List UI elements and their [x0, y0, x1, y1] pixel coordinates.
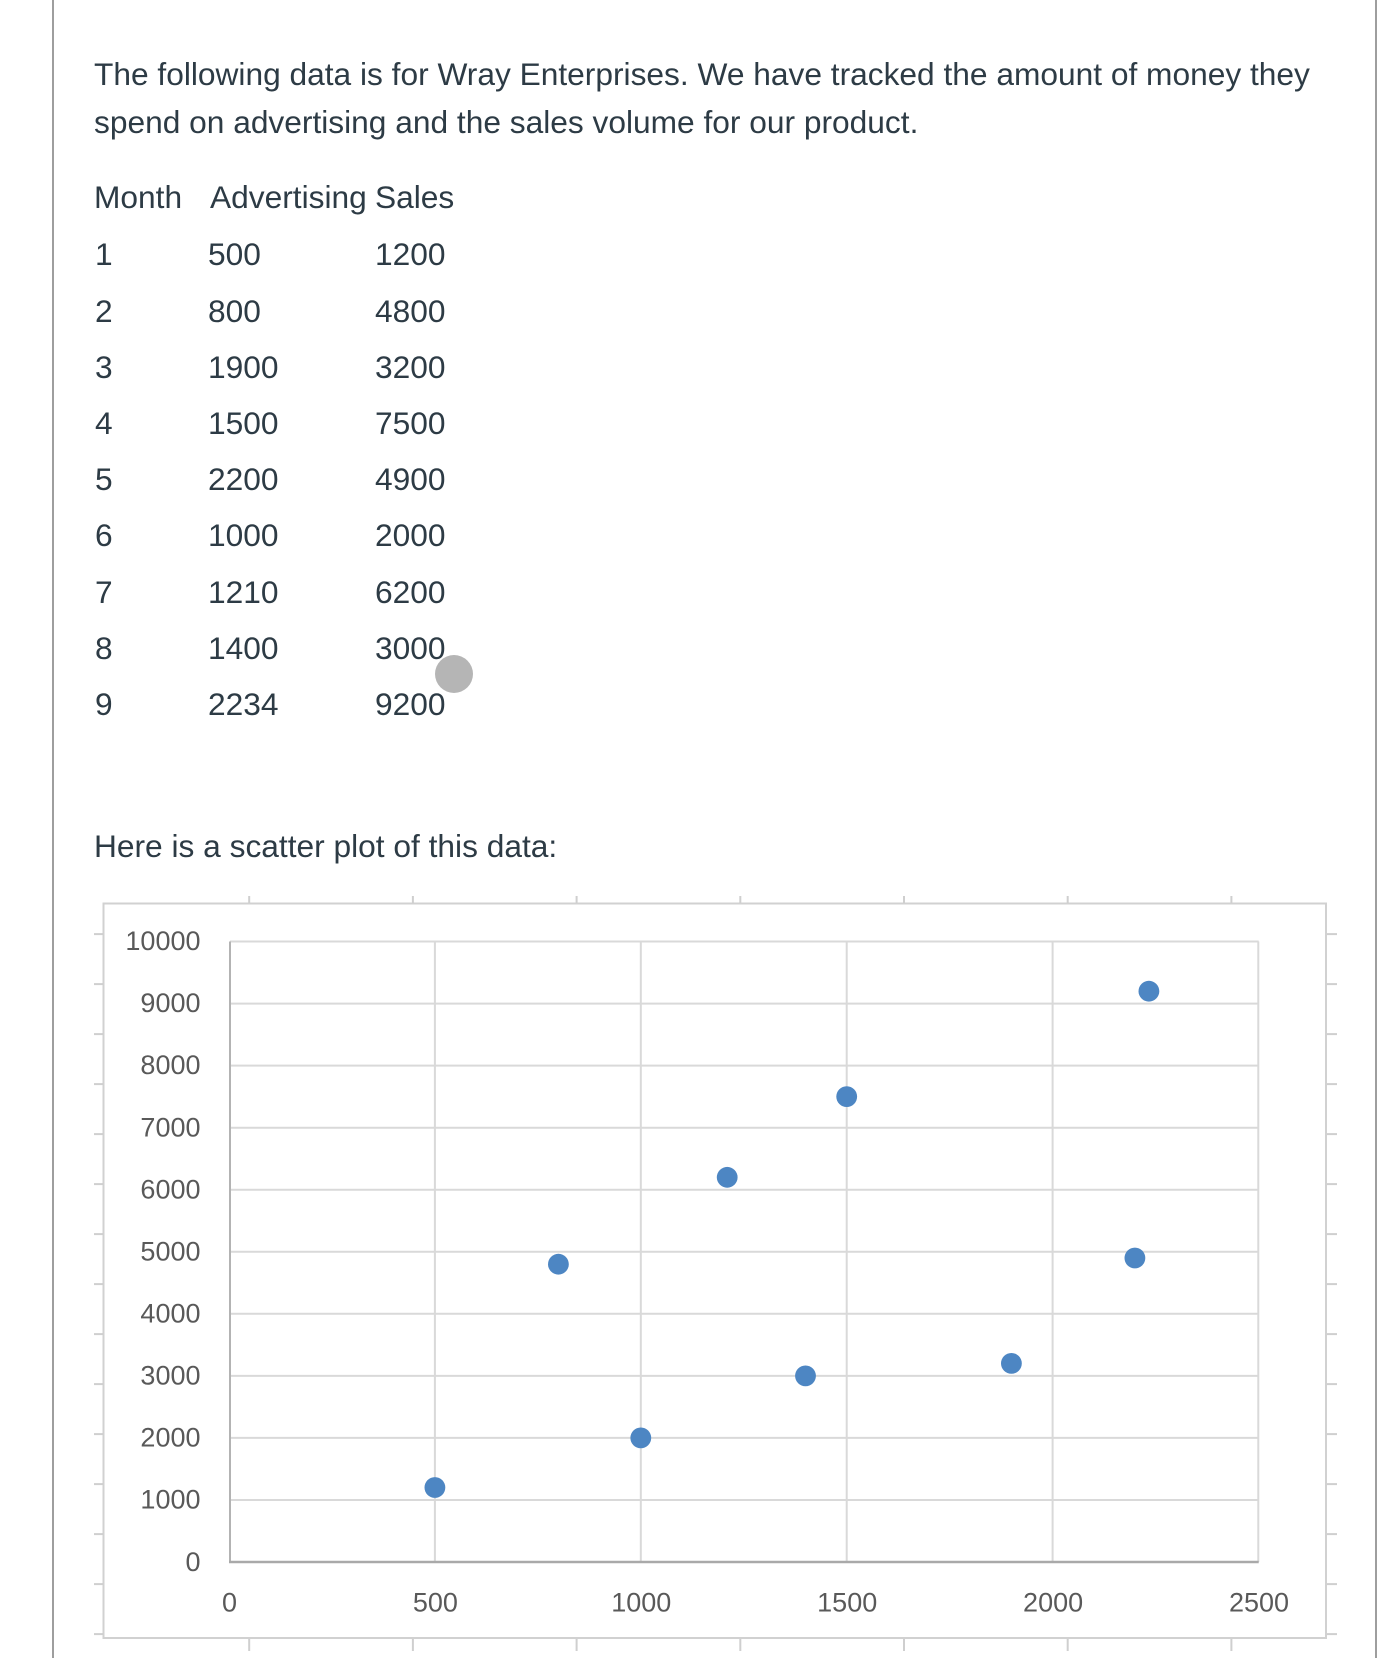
svg-text:7000: 7000 — [140, 1112, 200, 1142]
svg-text:2500: 2500 — [1229, 1588, 1289, 1618]
svg-text:2000: 2000 — [1023, 1588, 1083, 1618]
svg-text:8000: 8000 — [140, 1050, 200, 1080]
svg-text:4000: 4000 — [140, 1299, 200, 1329]
svg-text:3000: 3000 — [140, 1361, 200, 1391]
svg-text:1000: 1000 — [611, 1588, 671, 1618]
svg-text:1500: 1500 — [817, 1588, 877, 1618]
svg-text:0: 0 — [185, 1547, 200, 1577]
svg-text:9000: 9000 — [140, 988, 200, 1018]
svg-text:5000: 5000 — [140, 1236, 200, 1266]
svg-text:6000: 6000 — [140, 1174, 200, 1204]
svg-text:1000: 1000 — [140, 1485, 200, 1515]
svg-text:10000: 10000 — [125, 926, 200, 956]
svg-text:0: 0 — [222, 1588, 237, 1618]
svg-text:500: 500 — [413, 1588, 458, 1618]
svg-text:2000: 2000 — [140, 1423, 200, 1453]
